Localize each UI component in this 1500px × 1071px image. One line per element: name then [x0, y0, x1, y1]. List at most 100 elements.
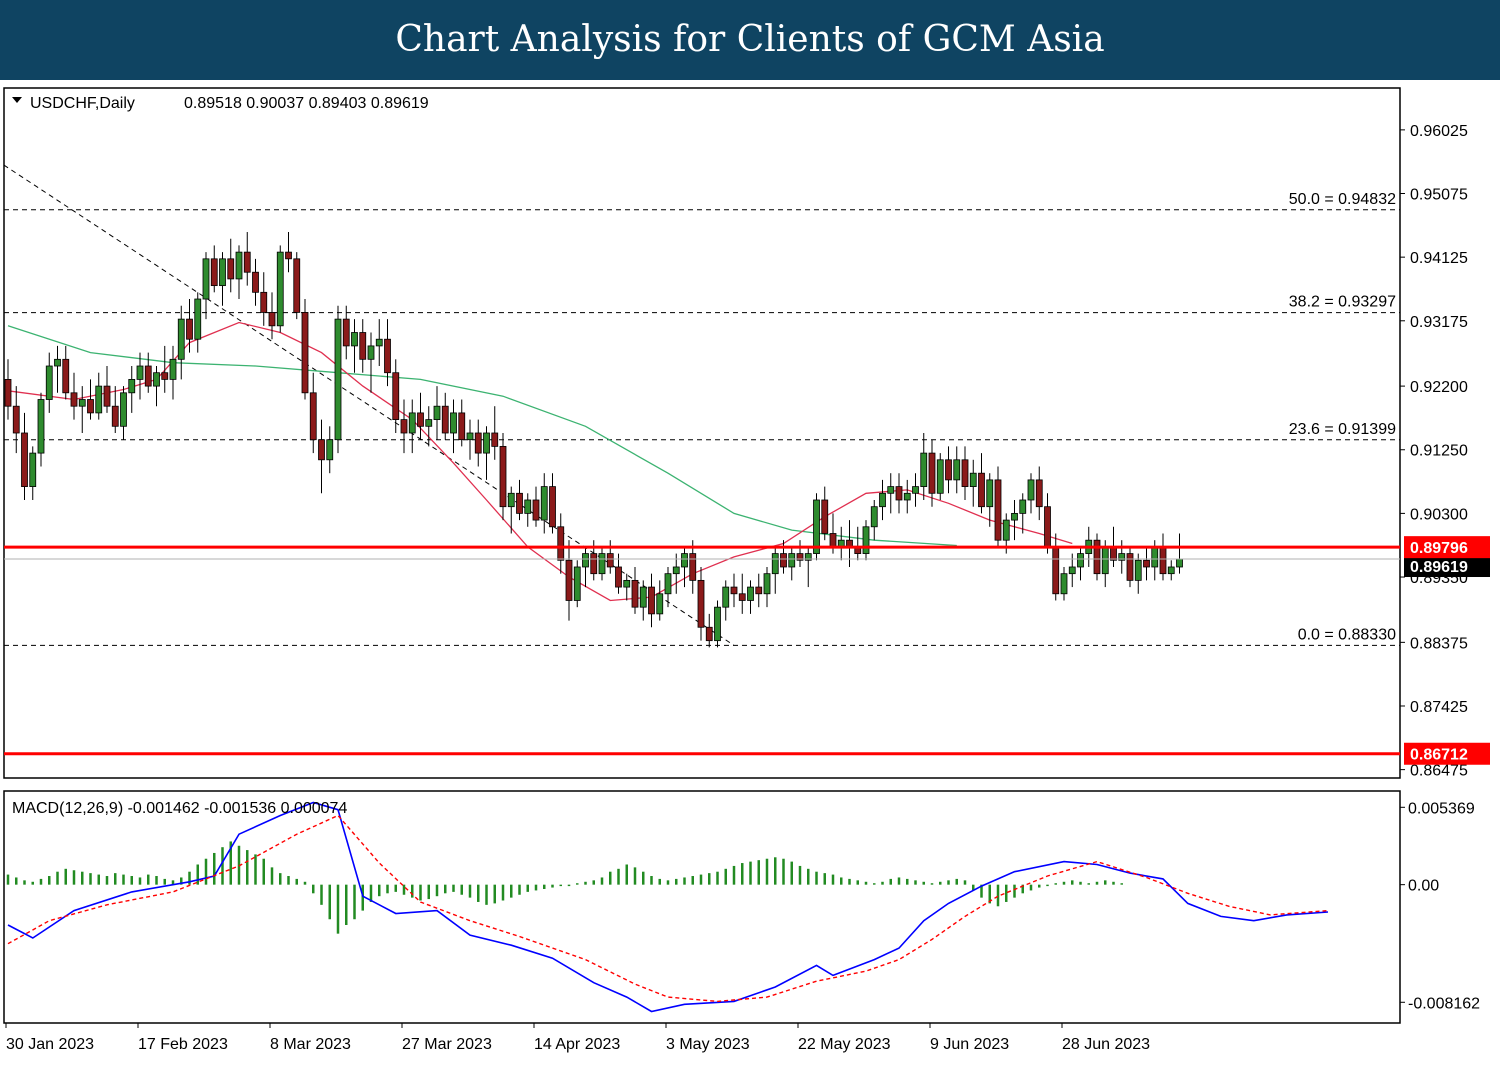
candle-body [1002, 519, 1010, 541]
candle [474, 419, 482, 467]
candle [177, 305, 185, 380]
candle [895, 473, 903, 514]
candle-body [689, 553, 697, 581]
price-panel: 50.0 = 0.94832 38.2 = 0.93297 23.6 = 0.913… [3, 87, 1490, 780]
candle [268, 292, 276, 340]
candle-body [392, 372, 400, 421]
fib-label: 50.0 = 0.94832 [1289, 191, 1396, 208]
candle [557, 513, 565, 574]
candle-body [293, 258, 301, 313]
candle-body [78, 399, 86, 407]
price-panel-frame [3, 87, 1401, 779]
candle [87, 379, 94, 420]
candle [301, 299, 309, 400]
candle-body [359, 332, 367, 360]
candle [1011, 499, 1018, 541]
candle-body [507, 492, 515, 508]
candle-body [144, 365, 152, 387]
candle [582, 546, 589, 588]
current-price-tag: 0.89619 [1410, 559, 1468, 576]
candle [161, 345, 169, 393]
candle-body [1093, 539, 1101, 575]
candle-body [1176, 558, 1183, 568]
candle-body [210, 258, 218, 287]
candle-body [276, 251, 284, 327]
macd-line [7, 801, 1329, 1013]
candle-body [441, 405, 449, 434]
candle-body [12, 405, 20, 434]
candle-body [936, 459, 944, 494]
candle-body [1159, 546, 1167, 575]
date-tick-label: 28 Jun 2023 [1062, 1036, 1150, 1053]
candle-body [95, 385, 103, 414]
candle [342, 305, 350, 360]
candle-body [1044, 506, 1051, 548]
candle-body [1167, 566, 1175, 575]
candle [788, 546, 796, 581]
triangle-down-icon[interactable] [12, 97, 22, 103]
candle [227, 238, 235, 293]
candle-body [631, 579, 639, 608]
candle [375, 319, 383, 367]
candle-body [639, 586, 647, 608]
fib-levels: 50.0 = 0.94832 38.2 = 0.93297 23.6 = 0.913… [3, 164, 1400, 646]
candle [887, 473, 895, 514]
candle [4, 359, 12, 420]
candle-body [1068, 566, 1076, 575]
candle-body [969, 472, 977, 487]
candle [994, 466, 1002, 547]
candle-body [128, 379, 136, 394]
candle [359, 319, 367, 373]
candle [37, 392, 45, 467]
candle [103, 366, 111, 413]
candle-body [491, 432, 499, 447]
candle [334, 305, 342, 454]
candle-body [804, 553, 812, 561]
price-tick-label: 0.94125 [1410, 250, 1468, 267]
candle [367, 332, 375, 393]
price-tick-label: 0.93175 [1410, 314, 1468, 331]
level-tag: 0.89796 [1410, 540, 1468, 557]
price-axis: 0.96025 0.95075 0.94125 0.93175 0.92200 0.912… [1400, 123, 1490, 780]
macd-panel-frame [3, 790, 1401, 1024]
candle-body [672, 566, 680, 575]
candle-body [656, 593, 664, 615]
candle [293, 252, 301, 320]
candle [912, 473, 919, 507]
candle-body [623, 579, 631, 588]
candle-body [565, 559, 573, 601]
candle [260, 272, 268, 326]
candle [928, 439, 936, 507]
macd-axis: 0.005369 0.00 -0.008162 [1400, 800, 1480, 1012]
date-tick-label: 17 Feb 2023 [138, 1036, 228, 1053]
candle-body [540, 486, 548, 521]
candle-body [573, 566, 581, 601]
candle [549, 473, 556, 534]
candle-body [771, 553, 779, 575]
candle [1143, 546, 1150, 581]
price-tick-label: 0.95075 [1410, 187, 1468, 204]
candle [326, 426, 334, 474]
candle-body [194, 298, 202, 340]
candle-body [516, 492, 523, 514]
date-tick-label: 3 May 2023 [666, 1036, 750, 1053]
candle [186, 299, 193, 353]
candle [1060, 566, 1068, 601]
candle [936, 453, 944, 500]
candle [62, 345, 70, 400]
candle-body [309, 392, 317, 441]
candle [95, 372, 103, 420]
price-tick-label: 0.87425 [1410, 699, 1468, 716]
price-tick-label: 0.90300 [1410, 506, 1468, 523]
candle [697, 566, 705, 641]
candle-body [37, 399, 45, 454]
candle-body [161, 372, 169, 380]
candle-body [375, 338, 383, 347]
candle-body [70, 392, 78, 407]
candle [738, 573, 746, 614]
price-tick-label: 0.96025 [1410, 123, 1468, 140]
candle-body [887, 486, 895, 494]
candle-body [738, 593, 746, 601]
candle-body [903, 492, 911, 501]
symbol-info: USDCHF,Daily 0.89518 0.90037 0.89403 0.8… [12, 95, 429, 112]
